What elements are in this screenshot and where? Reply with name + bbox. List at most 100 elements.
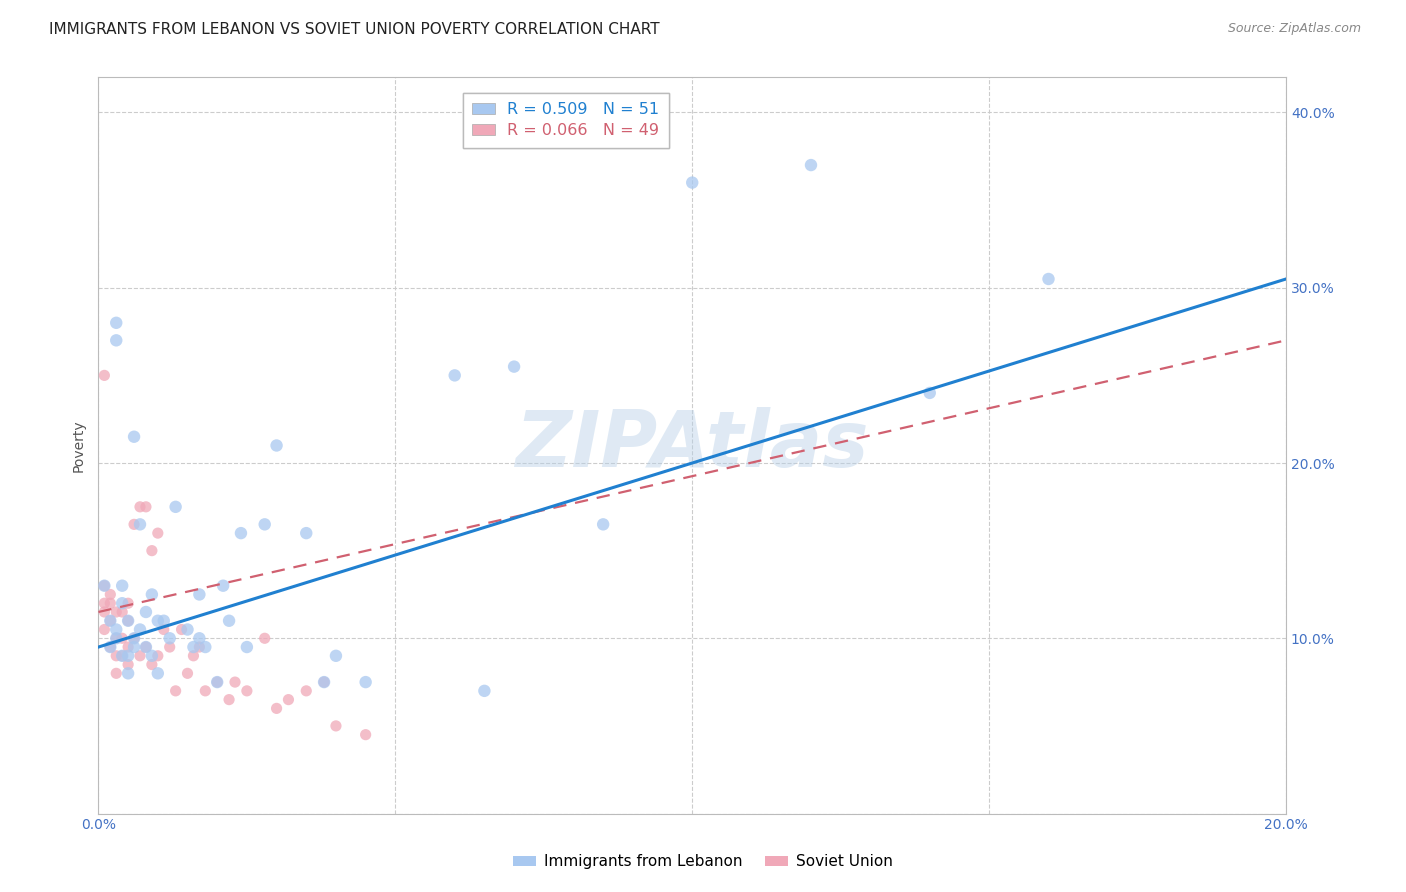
Point: [117, 657, 139, 672]
Point: [503, 359, 526, 374]
Point: [117, 666, 139, 681]
Point: [98, 614, 121, 628]
Point: [98, 596, 121, 610]
Point: [253, 632, 276, 646]
Point: [188, 587, 211, 601]
Point: [474, 684, 496, 698]
Point: [218, 614, 240, 628]
Text: Source: ZipAtlas.com: Source: ZipAtlas.com: [1227, 22, 1361, 36]
Point: [135, 500, 157, 514]
Point: [122, 430, 145, 444]
Point: [188, 640, 211, 654]
Point: [592, 517, 614, 532]
Point: [111, 605, 134, 619]
Point: [152, 614, 174, 628]
Point: [183, 648, 205, 663]
Point: [117, 614, 139, 628]
Point: [212, 579, 235, 593]
Point: [165, 500, 187, 514]
Point: [129, 517, 152, 532]
Text: IMMIGRANTS FROM LEBANON VS SOVIET UNION POVERTY CORRELATION CHART: IMMIGRANTS FROM LEBANON VS SOVIET UNION …: [49, 22, 659, 37]
Point: [325, 719, 347, 733]
Point: [295, 684, 318, 698]
Point: [111, 579, 134, 593]
Point: [122, 517, 145, 532]
Point: [224, 675, 246, 690]
Point: [159, 632, 181, 646]
Point: [236, 640, 259, 654]
Point: [312, 675, 335, 690]
Point: [159, 640, 181, 654]
Point: [176, 666, 198, 681]
Y-axis label: Poverty: Poverty: [72, 419, 86, 472]
Point: [105, 623, 128, 637]
Point: [98, 640, 121, 654]
Point: [122, 632, 145, 646]
Point: [1038, 272, 1060, 286]
Point: [266, 438, 288, 452]
Point: [218, 692, 240, 706]
Point: [105, 666, 128, 681]
Text: ZIPAtlas: ZIPAtlas: [516, 408, 869, 483]
Point: [681, 176, 703, 190]
Point: [93, 579, 115, 593]
Point: [105, 632, 128, 646]
Point: [205, 675, 228, 690]
Point: [111, 596, 134, 610]
Point: [93, 579, 115, 593]
Point: [141, 657, 163, 672]
Point: [105, 605, 128, 619]
Point: [176, 623, 198, 637]
Point: [98, 614, 121, 628]
Point: [266, 701, 288, 715]
Point: [141, 543, 163, 558]
Point: [117, 596, 139, 610]
Point: [236, 684, 259, 698]
Point: [312, 675, 335, 690]
Point: [194, 640, 217, 654]
Point: [117, 648, 139, 663]
Point: [165, 684, 187, 698]
Point: [105, 648, 128, 663]
Legend: R = 0.509   N = 51, R = 0.066   N = 49: R = 0.509 N = 51, R = 0.066 N = 49: [463, 93, 669, 147]
Legend: Immigrants from Lebanon, Soviet Union: Immigrants from Lebanon, Soviet Union: [508, 848, 898, 875]
Point: [295, 526, 318, 541]
Point: [122, 632, 145, 646]
Point: [93, 605, 115, 619]
Point: [188, 632, 211, 646]
Point: [141, 648, 163, 663]
Point: [129, 500, 152, 514]
Point: [135, 605, 157, 619]
Point: [117, 640, 139, 654]
Point: [122, 640, 145, 654]
Point: [135, 640, 157, 654]
Point: [98, 640, 121, 654]
Point: [146, 526, 169, 541]
Point: [111, 648, 134, 663]
Point: [141, 587, 163, 601]
Point: [146, 614, 169, 628]
Point: [800, 158, 823, 172]
Point: [93, 368, 115, 383]
Point: [354, 728, 377, 742]
Point: [277, 692, 299, 706]
Point: [205, 675, 228, 690]
Point: [152, 623, 174, 637]
Point: [135, 640, 157, 654]
Point: [443, 368, 465, 383]
Point: [194, 684, 217, 698]
Point: [98, 587, 121, 601]
Point: [117, 614, 139, 628]
Point: [183, 640, 205, 654]
Point: [93, 623, 115, 637]
Point: [129, 648, 152, 663]
Point: [111, 648, 134, 663]
Point: [146, 666, 169, 681]
Point: [111, 632, 134, 646]
Point: [354, 675, 377, 690]
Point: [105, 316, 128, 330]
Point: [105, 334, 128, 348]
Point: [93, 596, 115, 610]
Point: [229, 526, 252, 541]
Point: [105, 632, 128, 646]
